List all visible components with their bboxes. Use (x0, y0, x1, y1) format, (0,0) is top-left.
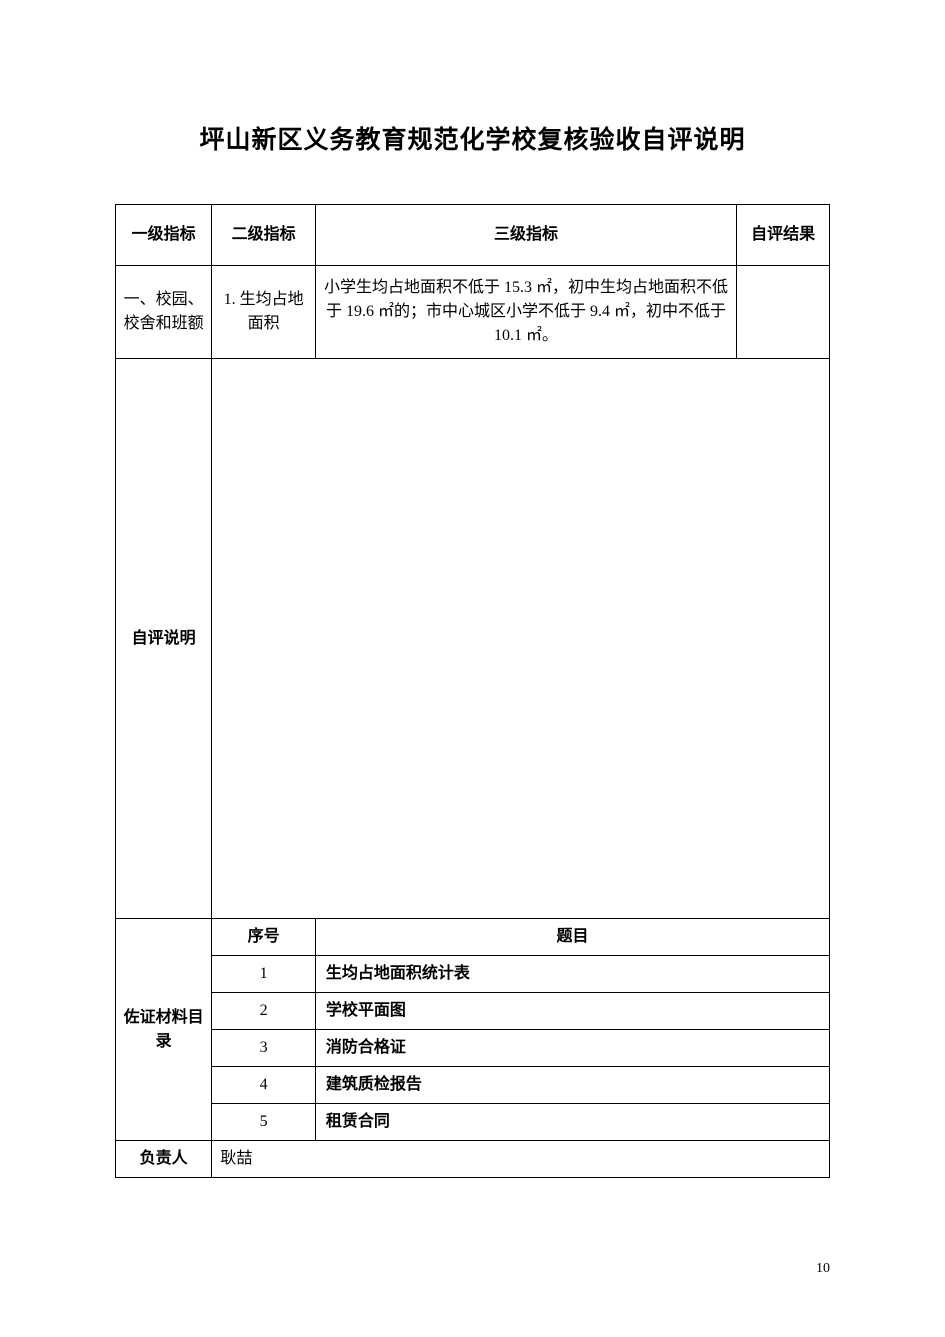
material-title: 消防合格证 (315, 1030, 829, 1067)
page-number: 10 (816, 1261, 830, 1277)
materials-seq-header: 序号 (212, 919, 316, 956)
self-eval-row: 自评说明 (116, 359, 830, 919)
material-title: 生均占地面积统计表 (315, 956, 829, 993)
evaluation-table: 一级指标 二级指标 三级指标 自评结果 一、校园、校舍和班额 1. 生均占地面积… (115, 204, 830, 1178)
material-row: 5 租赁合同 (116, 1104, 830, 1141)
material-row: 2 学校平面图 (116, 993, 830, 1030)
page-title: 坪山新区义务教育规范化学校复核验收自评说明 (115, 120, 830, 156)
material-row: 3 消防合格证 (116, 1030, 830, 1067)
material-title: 建筑质检报告 (315, 1067, 829, 1104)
material-row: 1 生均占地面积统计表 (116, 956, 830, 993)
responsible-name: 耿喆 (212, 1141, 830, 1178)
document-page: 坪山新区义务教育规范化学校复核验收自评说明 一级指标 二级指标 三级指标 自评结… (0, 0, 945, 1238)
self-eval-label: 自评说明 (116, 359, 212, 919)
level2-cell: 1. 生均占地面积 (212, 266, 316, 359)
header-level2: 二级指标 (212, 205, 316, 266)
responsible-label: 负责人 (116, 1141, 212, 1178)
header-result: 自评结果 (737, 205, 830, 266)
material-seq: 2 (212, 993, 316, 1030)
material-seq: 3 (212, 1030, 316, 1067)
header-level1: 一级指标 (116, 205, 212, 266)
material-seq: 1 (212, 956, 316, 993)
level1-cell: 一、校园、校舍和班额 (116, 266, 212, 359)
result-cell (737, 266, 830, 359)
material-title: 学校平面图 (315, 993, 829, 1030)
responsible-row: 负责人 耿喆 (116, 1141, 830, 1178)
self-eval-content (212, 359, 830, 919)
indicator-row: 一、校园、校舍和班额 1. 生均占地面积 小学生均占地面积不低于 15.3 ㎡，… (116, 266, 830, 359)
materials-title-header: 题目 (315, 919, 829, 956)
table-header-row: 一级指标 二级指标 三级指标 自评结果 (116, 205, 830, 266)
materials-header-row: 佐证材料目录 序号 题目 (116, 919, 830, 956)
materials-label: 佐证材料目录 (116, 919, 212, 1141)
material-title: 租赁合同 (315, 1104, 829, 1141)
material-seq: 5 (212, 1104, 316, 1141)
level3-cell: 小学生均占地面积不低于 15.3 ㎡，初中生均占地面积不低于 19.6 ㎡的；市… (315, 266, 736, 359)
material-row: 4 建筑质检报告 (116, 1067, 830, 1104)
header-level3: 三级指标 (315, 205, 736, 266)
material-seq: 4 (212, 1067, 316, 1104)
